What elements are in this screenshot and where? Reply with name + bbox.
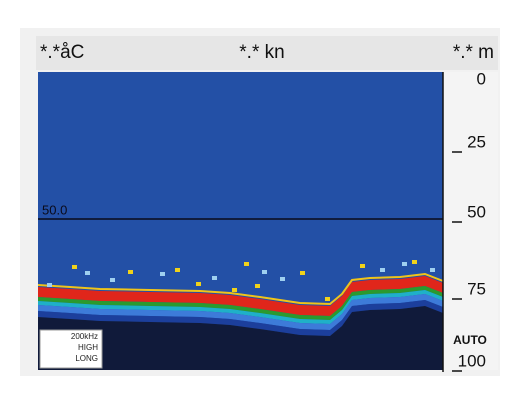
fish-echo (72, 265, 77, 269)
bottom-band (38, 276, 443, 316)
fish-echo (262, 270, 267, 274)
fish-echo (402, 262, 407, 266)
range-mode: AUTO (453, 333, 487, 347)
fish-echo (47, 283, 52, 287)
bottom-band (38, 286, 443, 320)
fish-echo (128, 270, 133, 274)
scale-label: 50 (467, 202, 486, 221)
fish-echo (300, 271, 305, 275)
info-line: HIGH (78, 343, 98, 352)
depth-scale: 0 25 50 75 100 (452, 69, 486, 372)
fish-echo (325, 297, 330, 301)
fish-echo (212, 276, 217, 280)
fish-echo (280, 277, 285, 281)
bottom-fringe (37, 272, 444, 306)
scale-label: 25 (467, 132, 486, 151)
fish-echo (196, 282, 201, 286)
bottom-echo (37, 272, 444, 370)
fish-echo (175, 268, 180, 272)
fish-echo (255, 284, 260, 288)
scale-label: 0 (477, 69, 486, 88)
fish-echo (85, 271, 90, 275)
fish-echo (244, 262, 249, 266)
info-line: LONG (75, 354, 98, 363)
info-line: 200kHz (71, 332, 98, 341)
speed: *.* kn (239, 42, 284, 63)
depth-marker-label: 50.0 (42, 202, 67, 217)
bottom-band (38, 300, 443, 336)
bottom-band (38, 294, 443, 330)
fish-echo (360, 264, 365, 268)
bottom-band (38, 306, 443, 370)
info-lines: 200kHz HIGH LONG (71, 332, 98, 363)
depth-readout: *.* m (453, 42, 494, 63)
fish-echoes (47, 260, 435, 301)
scale-label: 100 (458, 351, 486, 370)
bottom-band (38, 290, 443, 324)
info-box (39, 329, 103, 369)
scale-label: 75 (467, 279, 486, 298)
fish-echo (160, 272, 165, 276)
fish-echo (430, 268, 435, 272)
fish-echo (412, 260, 417, 264)
fish-echo (380, 268, 385, 272)
scale-panel (443, 72, 498, 370)
fish-echo (110, 278, 115, 282)
temperature: *.*åC (40, 42, 84, 63)
fish-echo (232, 288, 237, 292)
status-bar (36, 36, 498, 70)
